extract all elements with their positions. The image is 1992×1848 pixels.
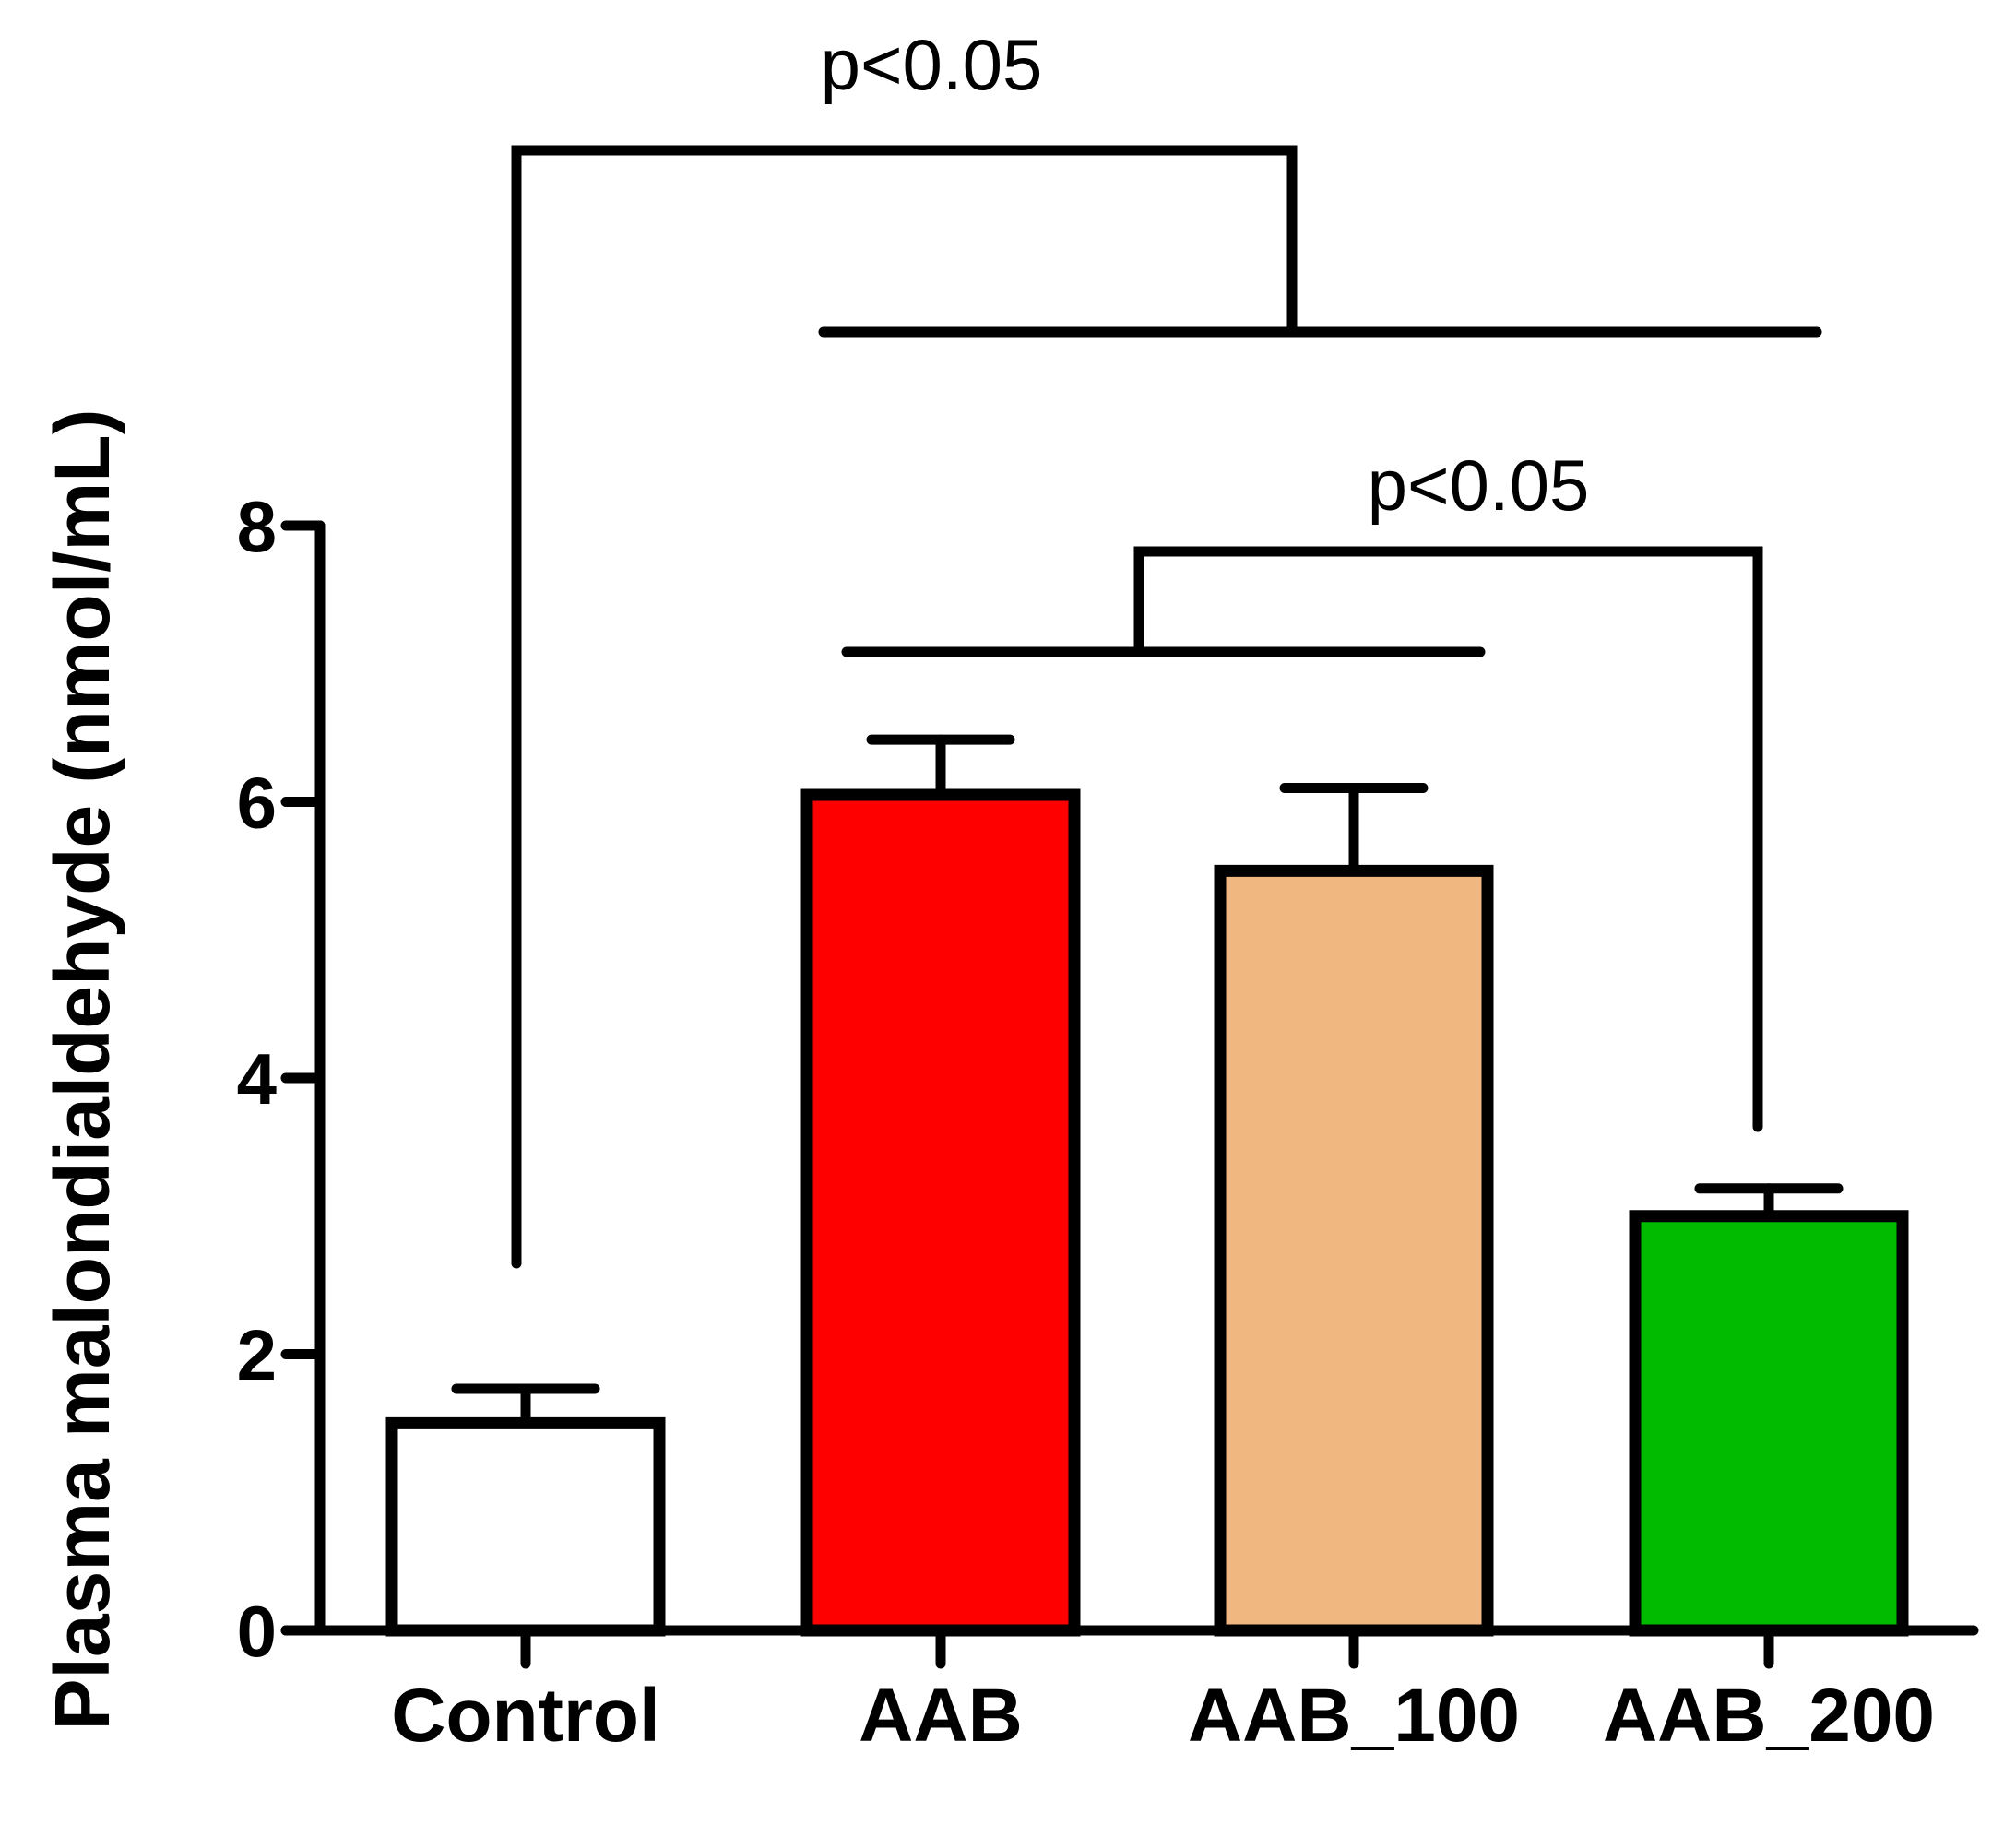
y-tick-label: 6: [237, 763, 277, 844]
y-axis-label: Plasma malondialdehyde (nmol/mL): [39, 409, 125, 1731]
bar: [385, 1416, 666, 1637]
x-tick-label: AAB_100: [1188, 1674, 1520, 1758]
x-tick-label: AAB_200: [1603, 1674, 1935, 1758]
x-tick-label: Control: [391, 1674, 659, 1758]
y-tick-label: 2: [237, 1315, 277, 1396]
y-tick-label: 4: [237, 1038, 277, 1119]
significance-label: p<0.05: [821, 24, 1043, 105]
bar: [1214, 864, 1494, 1637]
bar: [1629, 1210, 1909, 1637]
bar: [800, 788, 1081, 1637]
significance-brackets: p<0.05 p<0.05: [511, 24, 1822, 1269]
bracket-control-vs-treated: [511, 145, 1298, 1269]
y-tick-label: 8: [237, 486, 277, 567]
y-tick-label: 0: [237, 1591, 277, 1672]
x-tick-label: AAB: [859, 1674, 1023, 1758]
bracket-aab-vs-aab200: [1133, 546, 1763, 1132]
bars: [385, 734, 1909, 1637]
significance-label: p<0.05: [1368, 444, 1590, 526]
